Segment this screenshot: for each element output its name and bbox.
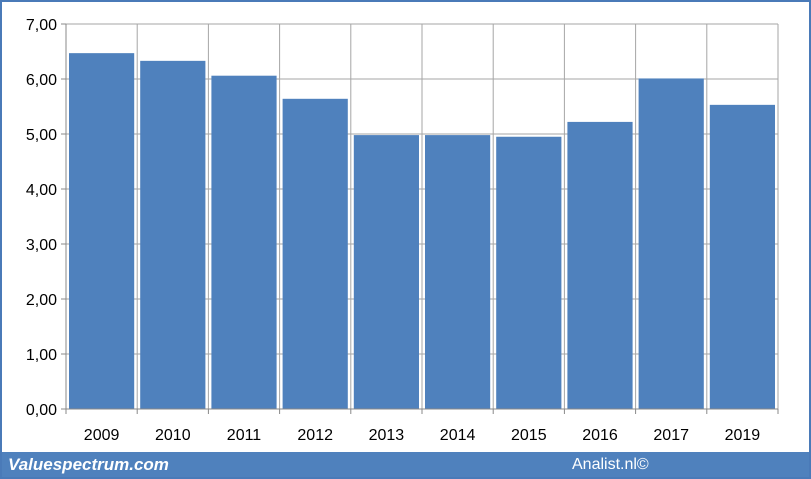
x-tick-label: 2017 xyxy=(653,427,689,444)
x-tick-label: 2011 xyxy=(227,427,262,444)
y-tick-label: 7,00 xyxy=(26,17,57,34)
x-tick-label: 2012 xyxy=(297,427,333,444)
bar-2019 xyxy=(709,104,775,409)
bar-2009 xyxy=(69,53,135,410)
y-tick-label: 6,00 xyxy=(26,72,57,89)
x-tick-label: 2016 xyxy=(582,427,618,444)
x-tick-label: 2009 xyxy=(84,427,120,444)
footer-bar: Valuespectrum.com Analist.nl© xyxy=(2,452,809,477)
x-tick-label: 2015 xyxy=(511,427,547,444)
bars xyxy=(69,53,775,410)
bar-2017 xyxy=(638,78,704,409)
valuespectrum-brand: Valuespectrum.com xyxy=(8,455,169,474)
bar-2014 xyxy=(425,135,491,409)
x-tick-labels: 2009 2010 2011 2012 2013 2014 2015 2016 2017 2019 xyxy=(84,427,760,444)
y-tick-label: 2,00 xyxy=(26,292,57,309)
bar-2012 xyxy=(282,98,348,410)
x-tick-label: 2019 xyxy=(725,427,761,444)
y-tick-labels: 0,00 1,00 2,00 3,00 4,00 5,00 6,00 7,00 xyxy=(26,17,57,419)
bar-2015 xyxy=(496,136,562,409)
bar-chart: 0,00 1,00 2,00 3,00 4,00 5,00 6,00 7,00 2009 201… xyxy=(26,17,779,444)
x-tick-label: 2013 xyxy=(369,427,405,444)
y-tick-label: 0,00 xyxy=(26,402,57,419)
x-tick-label: 2014 xyxy=(440,427,476,444)
x-tick-label: 2010 xyxy=(155,427,191,444)
bar-2016 xyxy=(567,121,633,410)
y-tick-label: 5,00 xyxy=(26,127,57,144)
bar-2010 xyxy=(140,60,206,409)
bar-2011 xyxy=(211,75,277,409)
y-tick-label: 4,00 xyxy=(26,182,57,199)
y-tick-label: 1,00 xyxy=(26,347,57,364)
analist-brand: Analist.nl© xyxy=(572,456,649,473)
bar-2013 xyxy=(353,135,419,409)
y-tick-label: 3,00 xyxy=(26,237,57,254)
axes xyxy=(61,23,779,414)
